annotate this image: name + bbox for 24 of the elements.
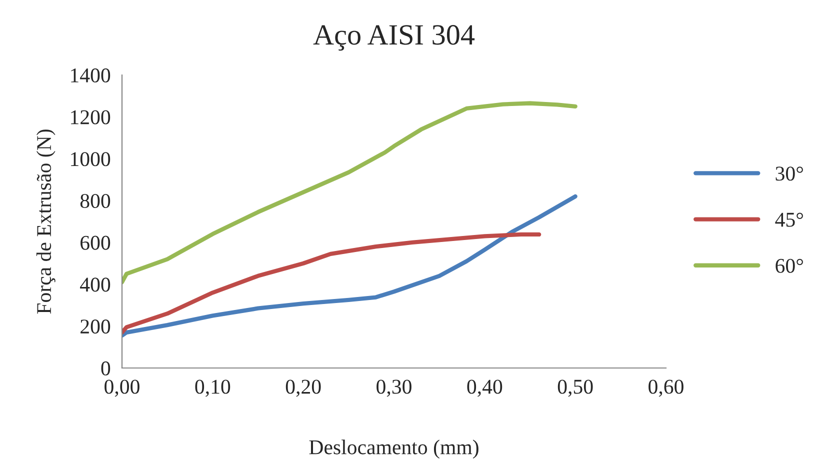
x-tick-label: 0,10 (195, 380, 230, 397)
y-tick-label: 1200 (71, 110, 110, 124)
legend-label: 60° (776, 258, 803, 273)
line-series (122, 232, 542, 335)
legend-label: 30° (776, 166, 803, 181)
y-tick-label: 800 (80, 194, 110, 208)
x-tick-label: 0,30 (376, 380, 412, 397)
x-axis-title: Deslocamento (mm) (309, 440, 478, 459)
x-tick-label: 0,40 (467, 380, 502, 397)
y-tick-label: 1000 (71, 152, 110, 166)
y-tick-label: 600 (80, 236, 110, 250)
x-tick-label: 0,60 (648, 380, 684, 397)
x-tick-label: 0,20 (286, 380, 321, 397)
y-tick-label: 400 (80, 278, 110, 292)
y-axis-title: Força de Extrusão (N) (36, 130, 56, 314)
x-tick-label: 0,00 (104, 380, 140, 397)
x-tick-label: 0,50 (558, 380, 593, 397)
line-series (122, 194, 578, 338)
y-tick-label: 200 (80, 320, 110, 334)
legend-label: 45° (775, 212, 803, 227)
y-tick-label: 1400 (71, 68, 110, 82)
y-tick-label: 0 (101, 361, 110, 376)
line-series (122, 101, 578, 284)
chart-title: Aço AISI 304 (313, 25, 475, 51)
